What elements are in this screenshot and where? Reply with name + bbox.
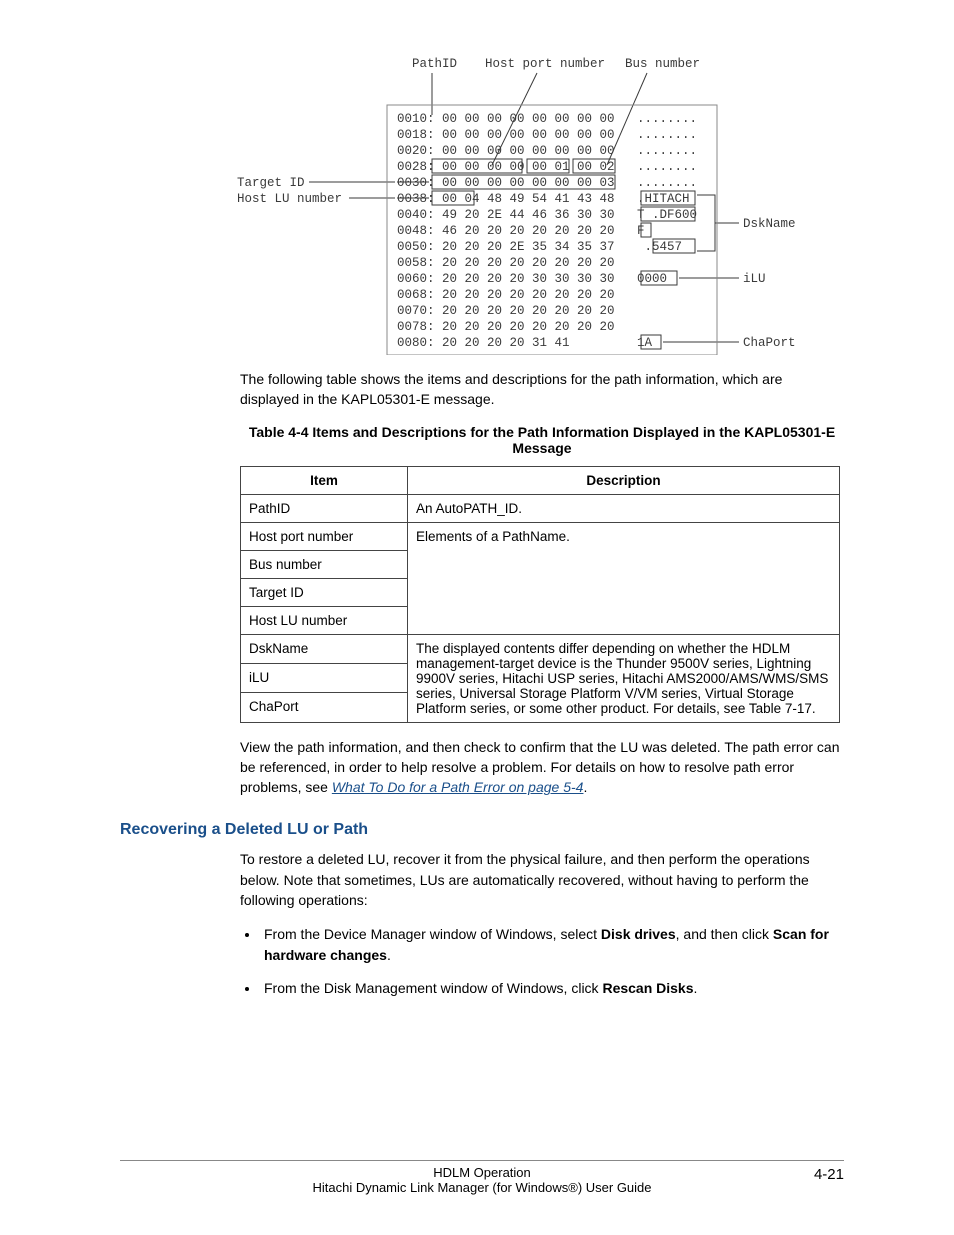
cell-item-hostport: Host port number xyxy=(241,522,408,550)
hex-diagram: PathID Host port number Bus number Targe… xyxy=(237,55,727,351)
bullet-1: From the Device Manager window of Window… xyxy=(260,924,844,966)
cell-desc-device: The displayed contents differ depending … xyxy=(408,634,840,722)
para2-post: . xyxy=(583,779,587,795)
cell-item-busnum: Bus number xyxy=(241,550,408,578)
cell-desc-pathname: Elements of a PathName. xyxy=(408,522,840,634)
cell-item-hostlu: Host LU number xyxy=(241,606,408,634)
page-footer: HDLM Operation Hitachi Dynamic Link Mana… xyxy=(120,1160,844,1195)
label-chaport: ChaPort xyxy=(743,336,796,350)
document-page: PathID Host port number Bus number Targe… xyxy=(0,0,954,1235)
section-heading: Recovering a Deleted LU or Path xyxy=(120,821,844,839)
col-header-desc: Description xyxy=(408,466,840,494)
hex-dump-text: 0010: 00 00 00 00 00 00 00 00 ........ 0… xyxy=(237,55,727,351)
path-info-table: Item Description PathID An AutoPATH_ID. … xyxy=(240,466,840,723)
cell-item-targetid: Target ID xyxy=(241,578,408,606)
cell-item-pathid: PathID xyxy=(241,494,408,522)
footer-title: HDLM Operation xyxy=(120,1165,844,1180)
page-number: 4-21 xyxy=(814,1166,844,1183)
cell-item-chaport: ChaPort xyxy=(241,693,408,722)
intro-paragraph: The following table shows the items and … xyxy=(240,369,844,410)
cell-item-ilu: iLU xyxy=(241,663,408,692)
cell-desc-pathid: An AutoPATH_ID. xyxy=(408,494,840,522)
cell-item-dskname: DskName xyxy=(241,634,408,663)
col-header-item: Item xyxy=(241,466,408,494)
label-ilu: iLU xyxy=(743,272,766,286)
restore-paragraph: To restore a deleted LU, recover it from… xyxy=(240,849,844,910)
bullet-list: From the Device Manager window of Window… xyxy=(260,924,844,999)
footer-subtitle: Hitachi Dynamic Link Manager (for Window… xyxy=(120,1180,844,1195)
label-dskname: DskName xyxy=(743,217,796,231)
bullet-2: From the Disk Management window of Windo… xyxy=(260,978,844,999)
table-caption: Table 4-4 Items and Descriptions for the… xyxy=(240,424,844,456)
path-error-link[interactable]: What To Do for a Path Error on page 5-4 xyxy=(332,779,584,795)
view-path-paragraph: View the path information, and then chec… xyxy=(240,737,844,798)
